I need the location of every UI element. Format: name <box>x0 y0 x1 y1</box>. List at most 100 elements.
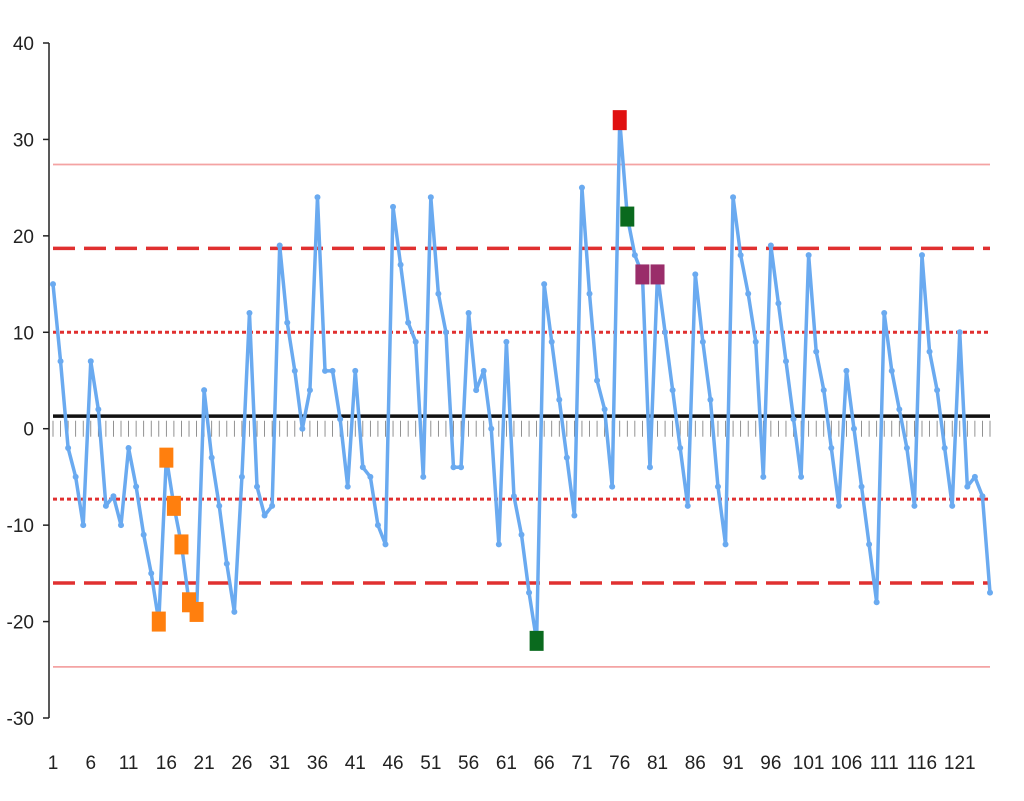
data-point <box>216 502 223 509</box>
data-point <box>488 425 495 432</box>
data-point <box>503 338 510 345</box>
data-point <box>223 560 230 567</box>
data-point <box>790 416 797 423</box>
data-point <box>95 406 102 413</box>
series-polyline <box>51 118 992 643</box>
data-point <box>760 473 767 480</box>
x-tick-label: 106 <box>831 753 863 774</box>
data-point <box>412 338 419 345</box>
data-point <box>692 271 699 278</box>
data-point <box>548 338 555 345</box>
data-point <box>420 473 427 480</box>
x-tick-label: 16 <box>156 753 177 774</box>
highlighted-point <box>189 601 204 622</box>
data-point <box>926 348 933 355</box>
data-point <box>699 338 706 345</box>
data-point <box>359 464 366 471</box>
data-point <box>495 541 502 548</box>
data-point <box>458 464 465 471</box>
data-point <box>269 502 276 509</box>
x-tick-label: 6 <box>85 753 96 774</box>
data-point <box>594 377 601 384</box>
highlighted-point <box>174 534 189 555</box>
data-point <box>110 493 117 500</box>
data-point <box>427 194 434 201</box>
y-axis <box>43 42 50 719</box>
data-point <box>541 281 548 288</box>
data-point <box>299 425 306 432</box>
data-point <box>563 454 570 461</box>
data-point <box>941 445 948 451</box>
data-point <box>775 300 782 307</box>
data-point <box>578 184 585 191</box>
y-tick-label: 30 <box>13 130 34 151</box>
data-point <box>707 396 714 403</box>
data-point <box>133 483 140 490</box>
y-tick-label: -30 <box>7 709 34 730</box>
x-tick-label: 101 <box>793 753 825 774</box>
data-point <box>752 338 759 345</box>
data-point <box>873 599 880 606</box>
x-tick-label: 36 <box>307 753 328 774</box>
data-point <box>888 367 895 374</box>
data-point <box>254 483 261 490</box>
data-point <box>866 541 873 548</box>
highlighted-point <box>151 611 166 632</box>
x-tick-labels: 1 6 11 16 21 26 31 36 41 46 51 56 61 66 71 76 81 86 91 96 10… <box>48 753 976 774</box>
data-point <box>896 406 903 413</box>
series-points <box>50 117 993 644</box>
data-point <box>911 502 918 509</box>
y-tick-label: 40 <box>13 34 34 55</box>
data-point <box>631 252 638 259</box>
data-point <box>714 483 721 490</box>
data-point <box>276 242 283 249</box>
highlighted-point <box>612 110 627 131</box>
highlighted-point <box>529 630 544 651</box>
highlighted-point <box>620 206 635 227</box>
x-tick-label: 121 <box>944 753 976 774</box>
data-point <box>556 396 563 403</box>
data-point <box>65 445 72 451</box>
data-point <box>677 445 684 451</box>
data-point <box>442 329 449 336</box>
x-tick-label: 51 <box>420 753 441 774</box>
data-point <box>238 473 245 480</box>
data-point <box>435 290 442 297</box>
data-point <box>979 493 986 500</box>
data-point <box>730 194 737 201</box>
data-point <box>314 194 321 201</box>
x-tick-label: 31 <box>269 753 290 774</box>
data-point <box>405 319 412 326</box>
y-tick-label: -10 <box>7 516 34 537</box>
x-tick-label: 116 <box>907 753 937 774</box>
data-point <box>246 310 253 316</box>
data-point <box>352 367 359 374</box>
data-point <box>148 570 155 577</box>
data-point <box>798 473 805 480</box>
x-tick-label: 86 <box>685 753 706 774</box>
data-point <box>918 252 925 259</box>
x-tick-label: 61 <box>496 753 517 774</box>
data-point <box>669 387 676 394</box>
x-tick-label: 111 <box>870 753 899 774</box>
data-point <box>662 329 669 336</box>
data-point <box>473 387 480 394</box>
x-tick-label: 81 <box>647 753 668 774</box>
x-axis-minor-ticks <box>52 420 991 437</box>
y-tick-label: 20 <box>13 227 34 248</box>
x-tick-label: 41 <box>345 753 366 774</box>
x-tick-label: 21 <box>194 753 215 774</box>
data-point <box>586 290 593 297</box>
data-point <box>367 473 374 480</box>
data-point <box>57 358 64 365</box>
highlighted-point <box>159 447 174 468</box>
data-point <box>737 252 744 259</box>
data-point <box>344 483 351 490</box>
data-point <box>450 464 457 471</box>
data-point <box>971 473 978 480</box>
y-tick-label: -20 <box>7 613 34 634</box>
data-point <box>50 281 56 288</box>
data-point <box>934 387 941 394</box>
data-point <box>949 502 956 509</box>
